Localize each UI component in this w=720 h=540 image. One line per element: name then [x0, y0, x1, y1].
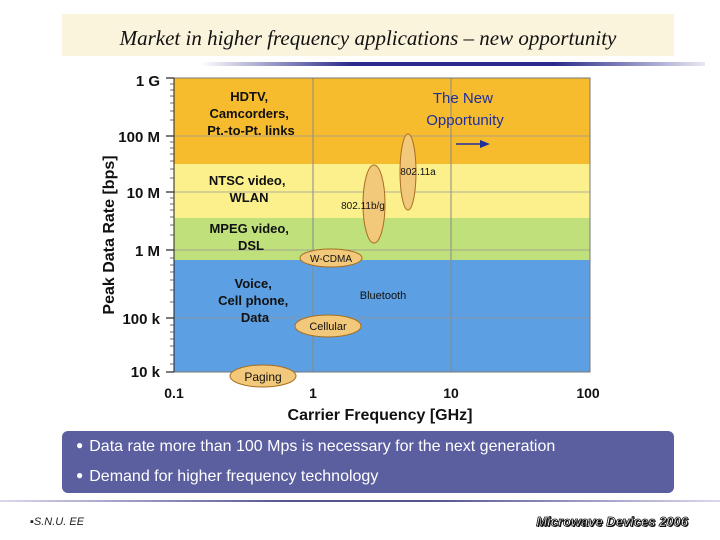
footer-rule	[0, 500, 720, 502]
paging-ellipse	[229, 364, 297, 388]
wcdma-label: W-CDMA	[310, 254, 352, 265]
x-tick-label: 1	[309, 385, 317, 401]
footer-right-text: Microwave Devices 2006	[536, 514, 689, 530]
bluetooth-label: Bluetooth	[360, 290, 406, 302]
y-axis-major-ticks	[166, 77, 174, 373]
wlan-80211bg-ellipse	[362, 164, 386, 244]
paging-label: Paging	[244, 370, 281, 384]
wlan-80211a-ellipse	[399, 133, 417, 211]
wlan-80211bg-label: 802.11b/g	[341, 201, 385, 212]
wlan-80211a-label: 802.11a	[400, 167, 436, 178]
band-voice	[174, 260, 590, 372]
x-tick-label: 10	[443, 385, 459, 401]
bullet-text: Demand for higher frequency technology	[89, 468, 379, 485]
band-label-hdtv: HDTV, Camcorders, Pt.-to-Pt. links	[207, 89, 294, 138]
footer-left-text: ▪S.N.U. EE	[30, 516, 85, 528]
new-opportunity-label: The New Opportunity	[426, 90, 504, 129]
bullet-dot-icon: ●	[76, 468, 84, 482]
x-axis-title: Carrier Frequency [GHz]	[288, 407, 473, 424]
slide-title: Market in higher frequency applications …	[119, 26, 617, 50]
y-axis-title: Peak Data Rate [bps]	[101, 155, 118, 314]
opportunity-arrow-icon	[456, 140, 490, 148]
cellular-label: Cellular	[309, 321, 347, 333]
y-tick-label: 100 M	[118, 129, 160, 146]
y-tick-label: 100 k	[122, 311, 160, 328]
x-tick-label: 100	[576, 385, 600, 401]
bullet-box: ● Data rate more than 100 Mps is necessar…	[62, 431, 674, 493]
band-label-ntsc: NTSC video, WLAN	[209, 173, 289, 205]
x-tick-label: 0.1	[164, 385, 184, 401]
wcdma-ellipse	[299, 248, 363, 268]
bullet-text: Data rate more than 100 Mps is necessary…	[89, 438, 556, 455]
band-label-mpeg: MPEG video, DSL	[209, 221, 292, 253]
title-rule	[200, 62, 705, 66]
bullet-item: ● Data rate more than 100 Mps is necessar…	[76, 438, 555, 456]
y-tick-label: 1 M	[135, 243, 160, 260]
bullet-item: ● Demand for higher frequency technology	[76, 468, 378, 486]
band-label-voice: Voice, Cell phone, Data	[218, 276, 292, 325]
title-box: Market in higher frequency applications …	[62, 14, 674, 56]
y-tick-label: 10 k	[131, 364, 161, 381]
cellular-ellipse	[294, 314, 362, 338]
bullet-dot-icon: ●	[76, 438, 84, 452]
y-tick-label: 10 M	[127, 185, 160, 202]
frequency-data-rate-chart: 1 G 100 M 10 M 1 M 100 k 10 k Peak Data …	[101, 73, 600, 424]
y-axis-minor-ticks	[170, 83, 174, 365]
band-hdtv	[174, 78, 590, 164]
y-tick-label: 1 G	[136, 73, 160, 90]
